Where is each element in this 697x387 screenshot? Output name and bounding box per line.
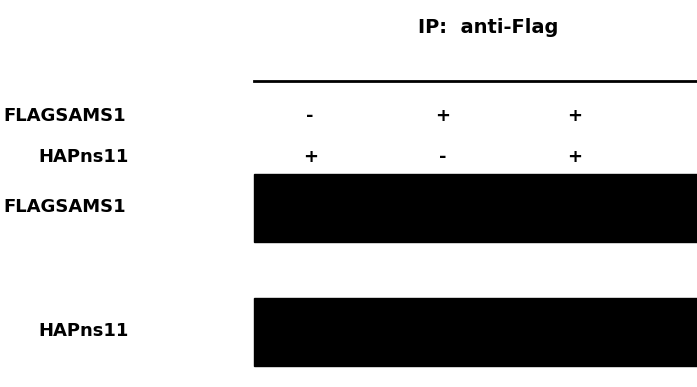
Text: IP:  anti-Flag: IP: anti-Flag: [418, 17, 558, 37]
Text: +: +: [567, 107, 583, 125]
Text: -: -: [307, 107, 314, 125]
Text: HAPns11: HAPns11: [38, 148, 129, 166]
Text: FLAGSAMS1: FLAGSAMS1: [3, 107, 126, 125]
Text: HAPns11: HAPns11: [38, 322, 129, 340]
Text: +: +: [302, 148, 318, 166]
Text: +: +: [567, 148, 583, 166]
Text: FLAGSAMS1: FLAGSAMS1: [3, 198, 126, 216]
Bar: [254, 174, 697, 242]
Text: -: -: [439, 148, 446, 166]
Bar: [254, 298, 697, 366]
Text: +: +: [435, 107, 450, 125]
